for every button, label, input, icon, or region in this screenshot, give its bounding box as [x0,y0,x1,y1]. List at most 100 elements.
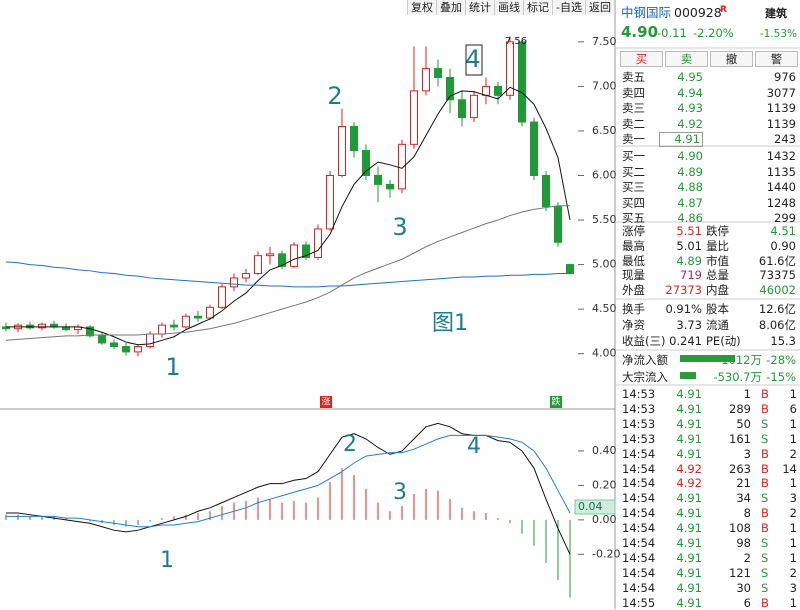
tick-time: 14:54 [622,476,656,491]
toolbar-button[interactable]: 复权 [407,0,436,15]
candle-body [218,286,226,308]
stat-label: 最高 [622,238,645,253]
candle-body [110,342,118,348]
stat-label: 市值 [706,253,729,268]
annotation: 图1 [432,311,468,336]
tick-count: 2 [789,446,797,461]
flow-label: 净流入额 [622,353,668,367]
y-tick-label: 0.20 [592,478,617,491]
stat-value: 4.89 [676,253,702,268]
tick-price: 4.91 [676,536,702,550]
y-tick-label: 6.50 [592,124,617,137]
annotation: 1 [160,548,174,573]
book-price: 4.86 [677,211,703,225]
stat-label: 收益(三) [622,334,666,348]
tick-price: 4.91 [676,506,702,521]
tick-side: S [761,491,769,506]
tick-count: 1 [789,521,797,536]
tick-price: 4.91 [676,580,702,595]
tick-side: B [761,595,769,610]
book-price: 4.89 [677,164,703,179]
annotation-box [465,44,483,76]
book-volume: 243 [774,132,796,146]
trade-button[interactable]: 警 [755,51,798,67]
book-volume: 1248 [766,195,796,210]
sector: 建筑 [765,7,787,20]
book-label: 卖五 [622,70,645,84]
stat-value: 5.01 [676,238,702,253]
indicator-line [5,205,570,341]
tick-volume: 1 [743,387,751,401]
stat-value: 0.90 [770,238,796,253]
tick-price: 4.91 [676,550,702,565]
stat-label: 现量 [622,268,645,283]
stat-value: 27373 [665,283,702,298]
tick-time: 14:53 [622,431,656,446]
toolbar-button[interactable]: -自选 [552,0,585,15]
y-tick-label: -0.20 [592,547,620,560]
stat-label: 总量 [706,268,729,283]
candle-body [98,335,106,344]
tick-side: S [761,550,769,565]
book-label: 买二 [622,164,645,179]
candle-body [398,143,406,190]
book-price: 4.92 [677,116,703,131]
candle-body [194,315,202,319]
tick-count: 6 [789,401,797,416]
tick-price: 4.91 [676,595,702,610]
toolbar-button[interactable]: 标记 [523,0,552,15]
tick-side: B [761,476,769,491]
tick-count: 2 [789,506,797,521]
candle-body [170,324,178,328]
candle-body [434,68,442,79]
tick-side: B [761,401,769,416]
toolbar-button[interactable]: 画线 [494,0,523,15]
tick-time: 14:54 [622,536,656,550]
candle-body [386,183,394,190]
tick-price: 4.92 [676,476,702,491]
candle-body [326,174,334,230]
tick-side: B [761,506,769,521]
tick-time: 14:54 [622,565,656,580]
book-price: 4.93 [677,101,703,115]
tick-volume: 34 [736,491,751,506]
book-volume: 1135 [766,164,796,179]
candle-body [350,125,358,152]
tick-side: B [761,461,769,476]
toolbar-button[interactable]: 叠加 [436,0,465,15]
toolbar-button[interactable]: 统计 [465,0,494,15]
toolbar-button[interactable]: 返回 [585,0,614,15]
tick-count: 2 [789,565,797,580]
tick-price: 4.91 [676,431,702,446]
trade-button[interactable]: 卖 [665,51,708,67]
tick-time: 14:54 [622,491,656,506]
book-label: 卖四 [622,85,645,100]
tick-volume: 21 [736,476,751,491]
tick-price: 4.91 [676,491,702,506]
stat-value: 46002 [759,283,796,298]
tick-volume: 263 [729,461,751,476]
tick-volume: 3 [743,446,751,461]
trade-button[interactable]: 撤 [710,51,753,67]
candle-body [230,277,238,288]
tick-price: 4.91 [676,565,702,580]
book-label: 买一 [622,149,645,163]
stat-value: 5.51 [676,224,702,238]
tick-price: 4.91 [676,387,702,401]
trade-button[interactable]: 买 [620,51,663,67]
y-tick-label: 4.50 [592,302,617,315]
tick-count: 1 [789,431,797,446]
marker-box [320,396,332,408]
stat-label: 外盘 [622,283,645,298]
stat-value: 15.3 [770,334,796,348]
stat-label: 内盘 [706,283,729,298]
tick-time: 14:54 [622,446,656,461]
tick-price: 4.91 [676,521,702,536]
pct: -2.20% [693,26,734,40]
book-volume: 1139 [766,116,796,131]
stat-label: 流通 [706,318,729,332]
tick-time: 14:54 [622,580,656,595]
candle-body [146,333,154,348]
